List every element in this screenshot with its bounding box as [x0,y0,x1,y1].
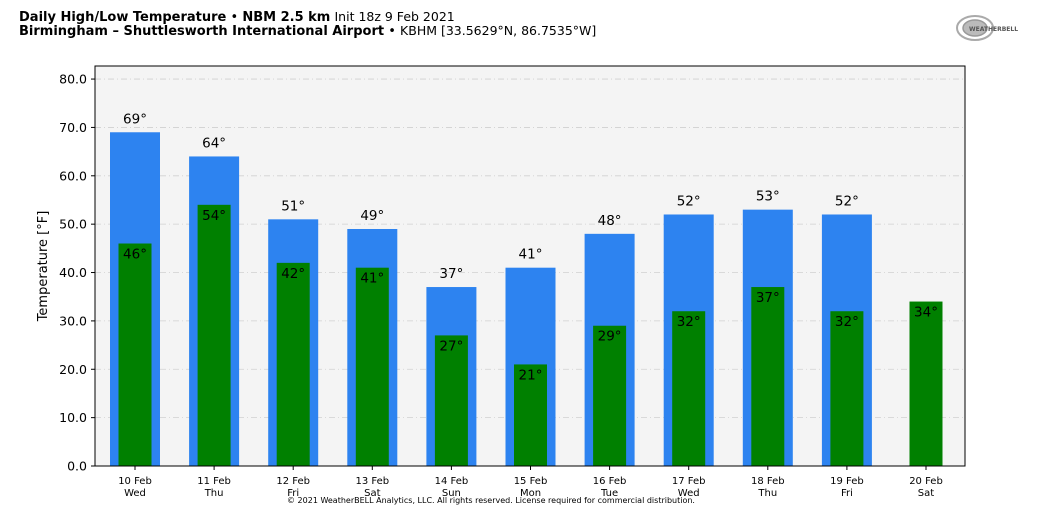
x-tick-date: 10 Feb [118,476,152,487]
low-bar [434,335,468,466]
high-label: 37° [439,266,463,282]
x-tick-date: 20 Feb [909,476,943,487]
low-bar [355,267,389,466]
low-bar [830,311,864,466]
x-tick-weekday: Wed [124,488,146,499]
station-id: KBHM [33.5629°N, 86.7535°W] [400,23,597,38]
low-bar [197,204,231,466]
low-bar [672,311,706,466]
low-label: 32° [677,314,701,330]
high-bar [821,214,872,466]
low-bar [118,243,152,466]
low-label: 54° [202,208,226,224]
y-tick-label: 20.0 [59,362,87,377]
x-tick-weekday: Sat [918,488,934,499]
high-bar [268,219,319,466]
y-tick-label: 10.0 [59,410,87,425]
low-label: 29° [598,329,622,345]
low-bar [276,262,310,466]
high-bar [110,132,160,466]
y-tick-label: 50.0 [59,217,87,232]
high-label: 51° [281,198,305,214]
low-label: 34° [914,305,938,321]
y-tick-label: 70.0 [59,120,87,135]
x-tick-date: 18 Feb [751,476,785,487]
low-label: 27° [439,338,463,354]
high-label: 48° [598,213,622,229]
low-bar [593,325,627,466]
high-bar [189,156,240,467]
low-label: 42° [281,266,305,282]
high-bar [742,209,793,467]
high-label: 69° [123,111,147,127]
x-tick-date: 13 Feb [355,476,389,487]
x-tick-weekday: Fri [841,488,853,499]
low-bar [751,287,785,466]
high-label: 52° [677,193,701,209]
low-label: 41° [360,271,384,287]
x-tick-date: 15 Feb [514,476,548,487]
y-tick-label: 80.0 [59,72,87,87]
svg-text:WEATHERBELL: WEATHERBELL [969,26,1018,33]
x-tick-weekday: Thu [204,488,224,499]
x-tick-date: 11 Feb [197,476,231,487]
plot-frame [94,65,966,467]
separator: • [230,10,239,25]
model-name: NBM 2.5 km [242,10,331,25]
chart-title: Daily High/Low Temperature • NBM 2.5 km … [19,9,455,25]
low-label: 37° [756,290,780,306]
high-label: 41° [519,247,543,263]
high-label: 53° [756,189,780,205]
x-tick-date: 12 Feb [276,476,310,487]
high-label: 64° [202,135,226,151]
station-name: Birmingham – Shuttlesworth International… [19,24,385,39]
high-label: 52° [835,193,859,209]
x-tick-date: 16 Feb [593,476,627,487]
separator: • [388,24,396,39]
low-bar [514,364,547,466]
y-axis-label: Temperature [°F] [36,211,51,323]
low-label: 21° [519,367,543,383]
x-tick-date: 14 Feb [435,476,469,487]
high-bar [584,233,635,466]
x-tick-date: 19 Feb [830,476,864,487]
init-time: Init 18z 9 Feb 2021 [334,9,455,24]
y-tick-label: 0.0 [67,459,87,474]
high-bar [347,228,398,466]
low-label: 32° [835,314,859,330]
x-tick-weekday: Thu [757,488,777,499]
x-tick-date: 17 Feb [672,476,706,487]
plot-area [95,66,965,466]
station-line: Birmingham – Shuttlesworth International… [19,23,596,39]
high-bar [663,214,714,466]
low-bar [909,301,943,466]
high-bar [505,267,556,466]
weatherbell-logo: WEATHERBELL [956,15,1018,41]
y-tick-label: 60.0 [59,168,87,183]
y-tick-label: 40.0 [59,265,87,280]
title-main: Daily High/Low Temperature [19,10,227,25]
low-label: 46° [123,247,147,263]
high-label: 49° [360,208,384,224]
y-tick-label: 30.0 [59,313,87,328]
high-bar [426,287,477,466]
copyright-notice: © 2021 WeatherBELL Analytics, LLC. All r… [287,496,695,505]
